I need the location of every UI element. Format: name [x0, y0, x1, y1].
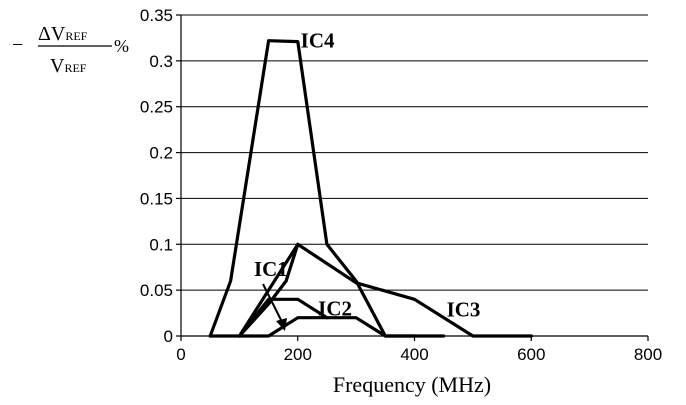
y-axis-title-numerator: ΔVREF: [38, 23, 88, 45]
y-tick-label: 0.1: [149, 235, 173, 254]
y-axis-title: − ΔVREF VREF %: [12, 23, 129, 77]
y-axis-title-unit: %: [114, 36, 129, 56]
ic2-label: IC2: [318, 296, 352, 320]
x-tick-label: 400: [400, 345, 428, 364]
tick-labels: 0 0.05 0.1 0.15 0.2 0.25 0.3 0.35 0 200 400 600 800: [140, 6, 662, 364]
connector-series-line: [237, 242, 300, 338]
x-axis-title: Frequency (MHz): [333, 372, 491, 397]
y-tick-label: 0: [164, 327, 173, 346]
ic1-arrow-head: [276, 318, 287, 331]
y-axis-title-denominator: VREF: [50, 55, 87, 77]
x-tick-label: 800: [634, 345, 662, 364]
x-tick-label: 600: [517, 345, 545, 364]
x-tick-label: 0: [176, 345, 185, 364]
y-tick-label: 0.25: [140, 98, 173, 117]
y-tick-label: 0.05: [140, 281, 173, 300]
x-tick-label: 200: [284, 345, 312, 364]
ic4-series-line: [208, 39, 446, 338]
ic3-series-line: [237, 242, 533, 338]
y-tick-label: 0.2: [149, 144, 173, 163]
y-axis-title-minus: −: [12, 34, 23, 56]
ic1-label: IC1: [254, 257, 288, 281]
ic1-arrow-shaft: [262, 283, 283, 323]
y-tick-label: 0.3: [149, 52, 173, 71]
ic3-label: IC3: [447, 297, 481, 321]
ic4-label: IC4: [301, 29, 335, 53]
ic2-series-line: [237, 316, 417, 338]
annotations: IC4 IC1 IC2 IC3: [254, 29, 480, 322]
series-lines: [208, 39, 533, 338]
y-tick-label: 0.15: [140, 189, 173, 208]
ic1-series-line: [208, 297, 329, 338]
y-tick-label: 0.35: [140, 6, 173, 25]
